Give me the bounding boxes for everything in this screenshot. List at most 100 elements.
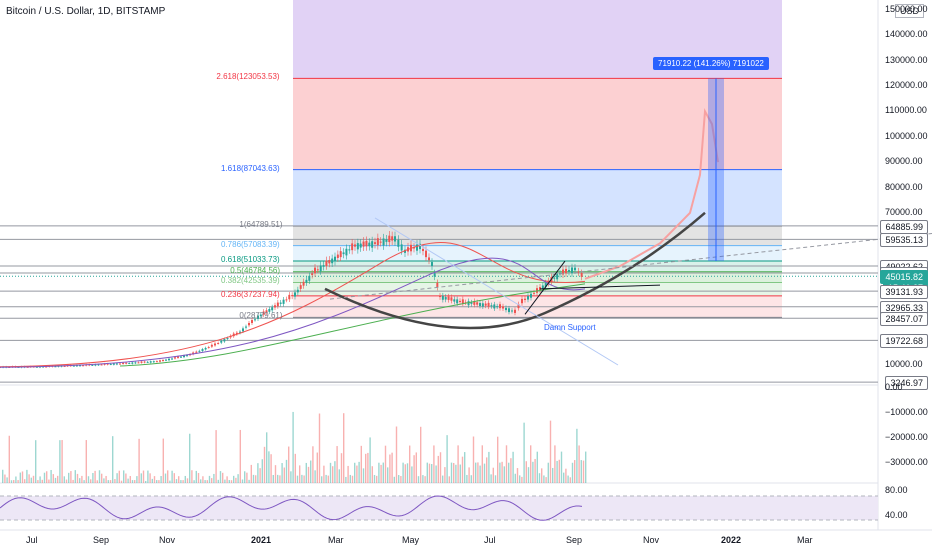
candle-body: [140, 361, 143, 363]
volume-bar: [437, 455, 439, 483]
candle-body: [473, 301, 476, 305]
fib-level-label: 0.618(51033.73): [221, 254, 280, 264]
volume-bar: [486, 457, 488, 483]
candle-body: [416, 244, 418, 251]
fib-level-label: 0.786(57083.39): [221, 239, 280, 249]
candle-body: [348, 249, 351, 251]
volume-bar: [6, 477, 8, 483]
volume-bar: [134, 480, 136, 483]
candle-body: [496, 306, 499, 308]
volume-bar: [563, 472, 565, 483]
candle-body: [428, 257, 430, 261]
candle-body: [223, 339, 226, 342]
price-tag-label: 28457.07: [880, 312, 928, 327]
volume-bar: [558, 459, 560, 483]
volume-bar: [318, 413, 321, 483]
volume-bar: [136, 476, 138, 483]
volume-bar: [428, 463, 431, 483]
candle-body: [122, 362, 125, 364]
candle-body: [391, 236, 394, 241]
candle-body: [533, 292, 535, 294]
candle-body: [397, 239, 400, 247]
volume-bar: [400, 476, 402, 483]
candle-body: [271, 307, 274, 311]
candle-body: [481, 303, 484, 307]
candle-body: [505, 307, 507, 311]
volume-bar: [347, 465, 349, 483]
volume-bar: [332, 466, 334, 483]
volume-bar: [94, 470, 96, 483]
volume-bar: [481, 445, 483, 483]
candle-body: [447, 296, 450, 300]
candle-body: [137, 362, 140, 364]
candle-body: [305, 279, 308, 283]
time-axis-label: Sep: [566, 535, 583, 545]
candle-body: [400, 244, 403, 251]
volume-bar: [248, 479, 250, 483]
volume-bar: [492, 467, 494, 483]
volume-bar: [371, 466, 373, 483]
volume-bar: [329, 462, 332, 483]
volume-bar: [219, 471, 222, 483]
trend-line: [374, 217, 619, 366]
volume-bar: [369, 437, 371, 483]
volume-bar: [182, 480, 184, 483]
volume-bar: [200, 479, 202, 483]
candle-body: [119, 363, 121, 365]
volume-bar: [554, 445, 556, 483]
volume-bar: [153, 476, 156, 483]
volume-bar: [503, 466, 505, 483]
volume-bar: [140, 473, 142, 483]
volume-bar: [68, 472, 70, 483]
volume-bar: [173, 473, 175, 483]
candle-body: [365, 240, 368, 247]
volume-bar: [457, 445, 459, 483]
price-axis-label: 80000.00: [885, 181, 923, 192]
volume-bar: [123, 470, 125, 483]
candle-body: [155, 361, 158, 363]
candle-body: [431, 262, 433, 267]
volume-bar: [46, 471, 48, 483]
volume-bar: [294, 453, 296, 483]
volume-bar: [127, 478, 129, 483]
volume-bar: [105, 475, 107, 483]
volume-bar: [59, 440, 61, 483]
candle-body: [97, 364, 100, 366]
candle-body: [308, 275, 311, 281]
candle-body: [282, 299, 285, 304]
candle-body: [502, 306, 504, 309]
volume-bar: [72, 479, 74, 483]
candle-body: [210, 344, 213, 347]
volume-bar: [19, 472, 21, 483]
volume-bar: [52, 474, 54, 483]
volume-bar: [15, 476, 17, 483]
volume-bar: [96, 480, 98, 483]
candle-body: [226, 338, 229, 340]
candle-body: [334, 256, 336, 262]
candle-body: [128, 363, 131, 365]
volume-bar: [565, 468, 567, 483]
volume-bar: [164, 473, 167, 483]
volume-bar: [336, 446, 338, 483]
time-axis-label: Nov: [643, 535, 660, 545]
volume-bar: [510, 458, 512, 483]
volume-bar: [246, 472, 248, 483]
currency-button[interactable]: USD: [894, 4, 924, 18]
volume-bar: [54, 477, 57, 483]
candle-body: [168, 358, 170, 361]
price-axis-label: 10000.00: [885, 359, 923, 369]
volume-bar: [420, 426, 422, 483]
volume-bar: [261, 459, 263, 483]
volume-bar: [39, 476, 41, 483]
volume-bar: [519, 475, 521, 483]
volume-bar: [8, 435, 10, 483]
candle-body: [131, 362, 134, 364]
fib-level-label: 0.382(42535.39): [221, 276, 280, 286]
volume-bar: [470, 475, 472, 483]
volume-bar: [343, 413, 345, 483]
candle-body: [544, 283, 547, 288]
volume-bar: [83, 480, 85, 483]
candle-body: [484, 303, 487, 306]
volume-bar: [576, 428, 578, 483]
